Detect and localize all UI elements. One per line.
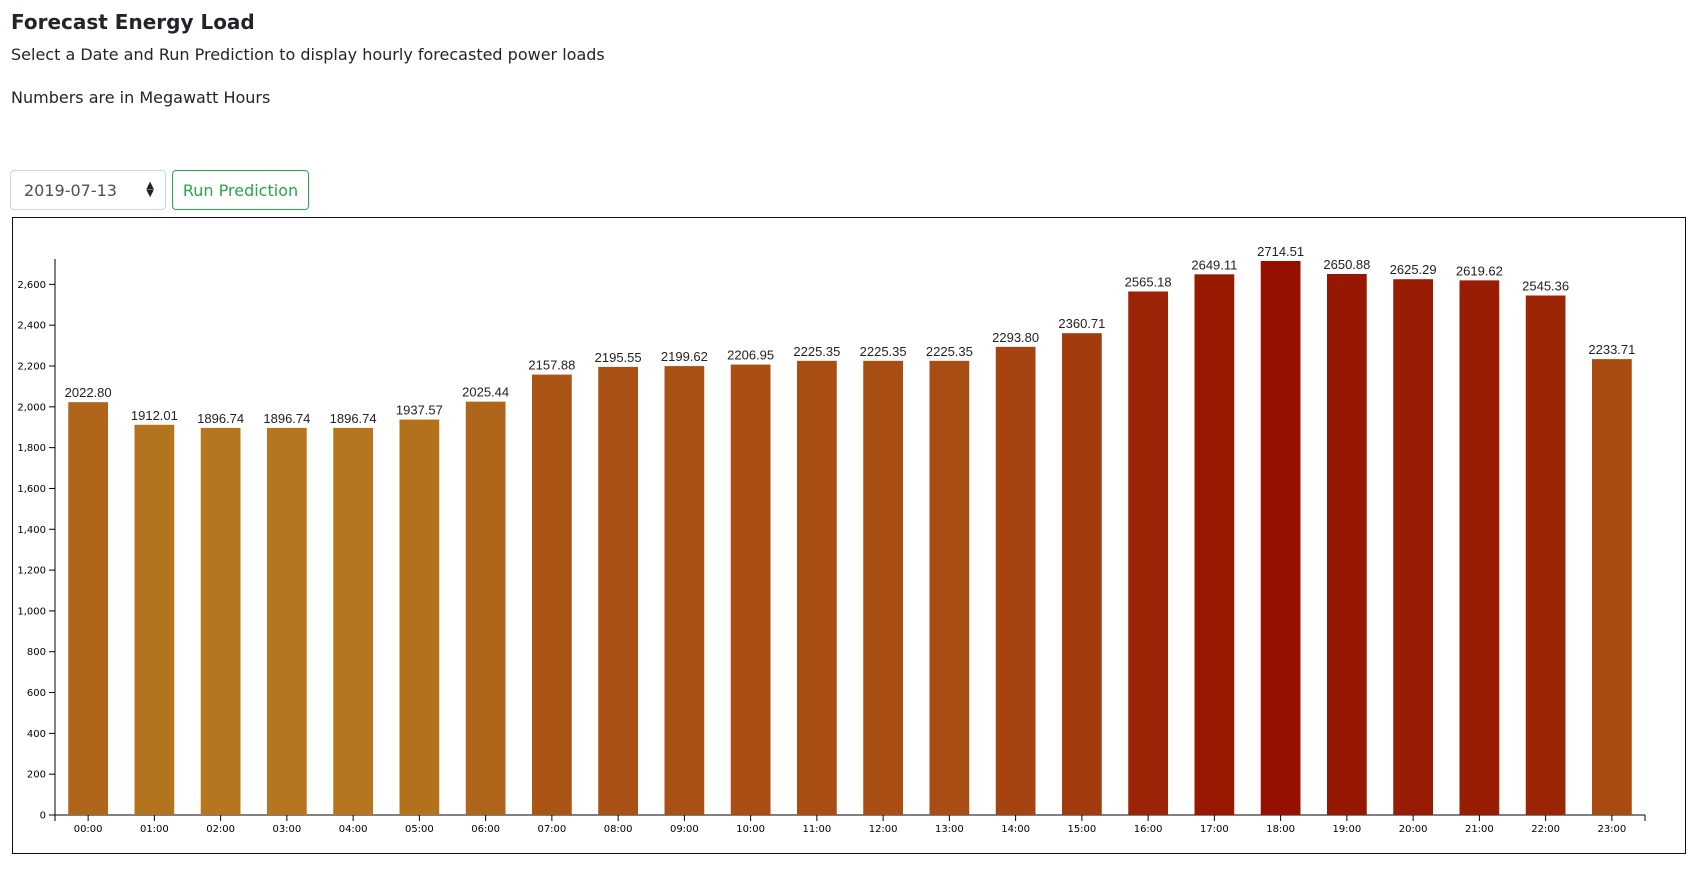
bar [465,401,506,815]
bar-value-label: 2714.51 [1257,244,1304,259]
x-tick-label: 06:00 [471,824,500,835]
x-tick-label: 05:00 [405,824,434,835]
bar [730,364,771,815]
bar [1327,273,1367,815]
bar [1525,295,1566,815]
bar-value-label: 2206.95 [727,348,774,363]
y-tick-label: 800 [27,647,46,658]
x-tick-label: 15:00 [1067,824,1096,835]
bar-chart: 0 200 400 600 800 1,000 1,200 1,400 1,600 1,800 2,… [17,244,1646,835]
bar-value-label: 2225.35 [860,344,907,359]
bar [797,360,837,815]
bar [1128,291,1168,815]
bar [598,366,638,815]
date-select-value: 2019-07-13 [24,180,117,200]
y-tick-label: 2,600 [17,280,46,291]
bar [1459,280,1500,815]
y-tick-label: 2,400 [17,321,46,332]
bar [1194,274,1235,815]
bar-value-label: 2545.36 [1522,279,1569,294]
x-tick-label: 20:00 [1399,824,1428,835]
x-tick-label: 13:00 [935,824,964,835]
y-tick-label: 2,000 [17,402,46,413]
bar-value-label: 2650.88 [1323,257,1370,272]
x-tick-label: 09:00 [670,824,699,835]
bar-value-label: 1896.74 [197,411,244,426]
bar-value-label: 2199.62 [661,349,708,364]
x-tick-label: 11:00 [802,824,831,835]
y-tick-label: 1,200 [17,566,46,577]
bar-value-label: 2649.11 [1191,257,1237,272]
bar [929,360,970,815]
x-tick-label: 22:00 [1531,824,1560,835]
bar [68,402,108,815]
bar [1260,261,1301,815]
y-tick-label: 1,600 [17,484,46,495]
page-title: Forecast Energy Load [11,10,255,34]
x-tick-label: 01:00 [140,824,169,835]
bar-value-label: 2625.29 [1390,262,1437,277]
bar-value-label: 2195.55 [595,350,642,365]
bar [1062,333,1102,815]
bar [267,427,307,815]
bar [1592,359,1632,815]
bar-value-label: 1896.74 [263,411,310,426]
x-tick-label: 03:00 [272,824,301,835]
x-tick-label: 17:00 [1200,824,1229,835]
x-tick-label: 18:00 [1266,824,1295,835]
x-tick-label: 21:00 [1465,824,1494,835]
bar-value-label: 1912.01 [131,408,178,423]
bar-value-label: 2619.62 [1456,263,1503,278]
bar-value-label: 2225.35 [926,344,973,359]
x-tick-label: 12:00 [869,824,898,835]
bar [134,424,175,815]
x-tick-label: 07:00 [537,824,566,835]
bar-value-label: 2157.88 [528,358,575,373]
x-tick-label: 19:00 [1332,824,1361,835]
y-tick-label: 2,200 [17,362,46,373]
bar [863,360,903,815]
x-tick-label: 00:00 [74,824,103,835]
bar-value-label: 2225.35 [793,344,840,359]
bar [995,346,1036,815]
date-select[interactable]: 2019-07-13 ▲ ▼ [10,170,166,210]
x-tick-label: 14:00 [1001,824,1030,835]
x-tick-label: 04:00 [339,824,368,835]
bar [664,366,705,815]
x-tick-label: 08:00 [604,824,633,835]
units-note: Numbers are in Megawatt Hours [11,88,271,107]
bar [200,427,241,815]
x-tick-label: 02:00 [206,824,235,835]
y-tick-label: 1,800 [17,443,46,454]
run-prediction-button[interactable]: Run Prediction [172,170,309,210]
bar [333,427,373,815]
y-tick-label: 200 [27,770,46,781]
x-tick-label: 16:00 [1134,824,1163,835]
bar-value-label: 2022.80 [65,385,112,400]
y-tick-label: 1,000 [17,606,46,617]
bar [1393,279,1433,816]
chart-container: 0 200 400 600 800 1,000 1,200 1,400 1,600 1,800 2,… [12,217,1686,854]
bar-value-label: 2025.44 [462,385,509,400]
bar-value-label: 1896.74 [330,411,377,426]
page-subtitle: Select a Date and Run Prediction to disp… [11,45,605,64]
y-tick-label: 600 [27,688,46,699]
bar-value-label: 1937.57 [396,403,443,418]
bar [532,374,572,815]
bar-value-label: 2565.18 [1125,274,1172,289]
bar-value-label: 2233.71 [1588,342,1635,357]
sort-arrows-icon: ▲ ▼ [146,180,154,199]
bar-value-label: 2293.80 [992,330,1039,345]
x-tick-label: 10:00 [736,824,765,835]
y-tick-label: 0 [40,811,46,822]
y-tick-label: 1,400 [17,525,46,536]
y-tick-label: 400 [27,729,46,740]
bar-value-label: 2360.71 [1058,316,1105,331]
bar [399,419,440,815]
x-tick-label: 23:00 [1597,824,1626,835]
